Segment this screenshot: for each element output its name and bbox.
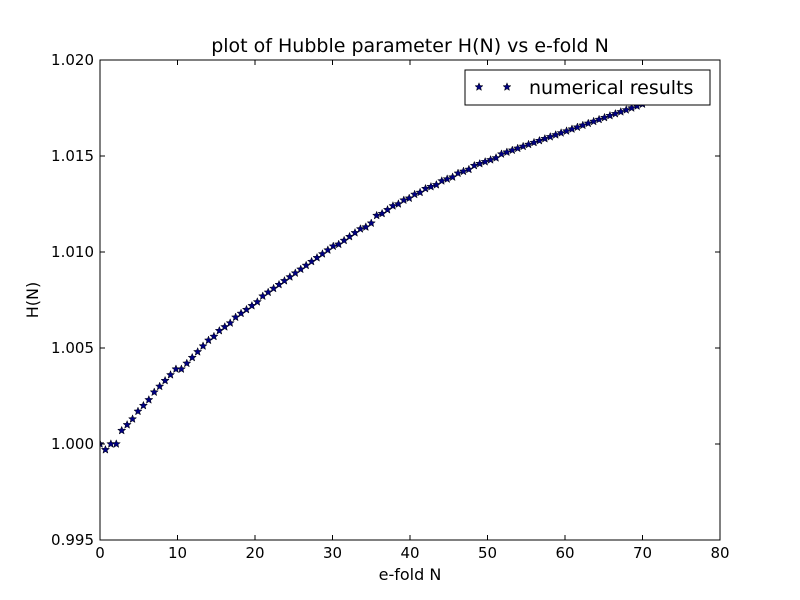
data-point (442, 174, 452, 184)
data-point (193, 346, 203, 356)
data-point (458, 166, 469, 176)
data-point (328, 241, 338, 251)
data-point (399, 195, 409, 205)
data-point (513, 143, 523, 153)
data-point (187, 352, 197, 362)
x-axis-ticks: 0 10 20 30 40 50 60 70 80 (95, 60, 730, 562)
data-point (529, 137, 539, 147)
x-tick-label: 50 (478, 544, 497, 562)
legend-marker (502, 82, 512, 91)
data-point (594, 114, 604, 124)
data-point (437, 176, 447, 185)
y-tick-label: 1.005 (51, 339, 94, 357)
y-tick-label: 1.020 (51, 51, 94, 69)
data-point (621, 105, 631, 114)
x-tick-label: 80 (710, 544, 729, 562)
legend-markers (474, 82, 512, 91)
y-tick-label: 1.015 (51, 147, 94, 165)
data-point (225, 318, 235, 328)
x-tick-label: 40 (400, 544, 419, 562)
data-point (572, 122, 583, 132)
data-point (507, 145, 517, 155)
data-point (502, 147, 512, 157)
data-point (545, 131, 555, 141)
data-point (127, 414, 138, 424)
data-point (453, 168, 463, 178)
data-point (100, 444, 111, 454)
legend: numerical results (464, 69, 711, 106)
data-point (567, 124, 577, 134)
data-point (496, 149, 507, 159)
data-point (420, 183, 431, 193)
data-point (160, 375, 170, 385)
data-point (599, 112, 610, 122)
x-tick-label: 60 (555, 544, 574, 562)
data-point (372, 210, 382, 220)
data-point (410, 189, 420, 199)
data-point (176, 364, 187, 374)
x-tick-label: 10 (168, 544, 187, 562)
data-markers (100, 99, 648, 454)
data-point (149, 387, 159, 397)
data-point (523, 139, 534, 149)
data-point (155, 381, 165, 391)
data-point (469, 160, 479, 170)
y-tick-label: 0.995 (51, 531, 94, 549)
y-axis-label: H(N) (23, 282, 42, 318)
data-point (182, 358, 192, 368)
chart-title: plot of Hubble parameter H(N) vs e-fold … (211, 35, 609, 57)
data-point (111, 439, 121, 448)
data-point (165, 369, 176, 379)
data-point (209, 331, 219, 341)
data-point (198, 341, 208, 351)
y-tick-label: 1.010 (51, 243, 94, 261)
data-point (551, 129, 561, 139)
x-tick-label: 70 (633, 544, 652, 562)
data-point (534, 135, 545, 145)
data-point (561, 126, 572, 136)
data-point (252, 297, 262, 306)
y-axis-ticks: 0.995 1.000 1.005 1.010 1.015 1.020 (51, 51, 720, 549)
data-point (589, 116, 599, 126)
data-point (355, 224, 366, 233)
plot-background (100, 60, 720, 540)
data-point (144, 394, 154, 404)
data-point (138, 400, 149, 410)
data-point (117, 425, 127, 435)
data-point (556, 128, 566, 137)
x-axis-label: e-fold N (379, 565, 442, 584)
data-point (426, 181, 436, 191)
data-point (133, 406, 143, 416)
data-point (475, 158, 485, 168)
data-point (122, 419, 132, 429)
data-point (518, 141, 528, 151)
x-tick-label: 0 (95, 544, 105, 562)
data-point (627, 103, 637, 112)
data-point (540, 133, 550, 143)
x-tick-label: 30 (323, 544, 342, 562)
data-point (578, 120, 588, 130)
data-point (366, 218, 376, 228)
data-point (610, 108, 621, 118)
data-point (485, 154, 496, 164)
legend-marker (474, 82, 484, 91)
legend-label: numerical results (529, 77, 693, 99)
y-tick-label: 1.000 (51, 435, 94, 453)
data-point (388, 201, 398, 210)
data-point (616, 106, 626, 116)
data-point (480, 156, 490, 166)
data-point (583, 118, 593, 128)
data-point (605, 110, 615, 120)
x-tick-label: 20 (245, 544, 264, 562)
